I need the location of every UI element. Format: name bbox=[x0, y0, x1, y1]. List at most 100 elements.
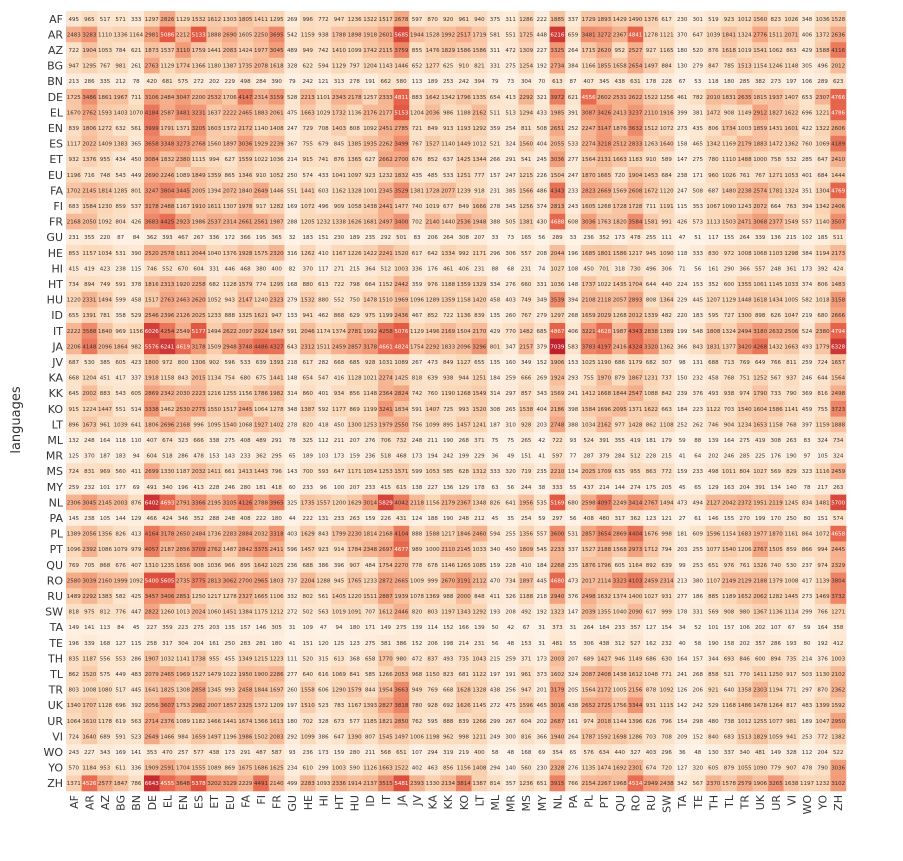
cell-value-label: 644 bbox=[646, 282, 657, 288]
cell-value-label: 280 bbox=[240, 485, 251, 491]
cell-value-label: 465 bbox=[537, 703, 548, 709]
cell-value-label: 293 bbox=[568, 376, 579, 382]
heatmap-cell bbox=[752, 120, 769, 137]
cell-value-label: 337 bbox=[131, 376, 142, 382]
cell-value-label: 1408 bbox=[472, 766, 486, 772]
cell-value-label: 433 bbox=[537, 110, 548, 116]
cell-value-label: 4619 bbox=[176, 344, 190, 350]
cell-value-label: 668 bbox=[443, 688, 454, 694]
cell-value-label: 3426 bbox=[597, 110, 611, 116]
cell-value-label: 937 bbox=[786, 376, 797, 382]
cell-value-label: 2131 bbox=[597, 157, 611, 163]
cell-value-label: 1765 bbox=[348, 578, 362, 584]
cell-value-label: 2483 bbox=[67, 32, 81, 38]
cell-value-label: 556 bbox=[100, 656, 111, 662]
cell-value-label: 796 bbox=[661, 719, 672, 725]
cell-value-label: 59 bbox=[804, 625, 811, 631]
cell-value-label: 63 bbox=[492, 485, 499, 491]
heatmap-cell bbox=[66, 57, 82, 74]
heatmap-cell bbox=[424, 213, 441, 230]
cell-value-label: 763 bbox=[786, 204, 797, 210]
heatmap-cell bbox=[549, 120, 566, 137]
heatmap-cell bbox=[643, 89, 660, 105]
cell-value-label: 1165 bbox=[660, 48, 674, 54]
heatmap-cell bbox=[736, 11, 753, 27]
cell-value-label: 1673 bbox=[82, 422, 96, 428]
cell-value-label: 1143 bbox=[379, 64, 393, 70]
heatmap-cell bbox=[565, 120, 582, 137]
cell-value-label: 65 bbox=[289, 454, 296, 460]
cell-value-label: 652 bbox=[412, 64, 423, 70]
heatmap-cell bbox=[175, 11, 192, 27]
cell-value-label: 125 bbox=[334, 641, 345, 647]
cell-value-label: 445 bbox=[131, 688, 142, 694]
heatmap-cell bbox=[331, 245, 348, 261]
heatmap-cell bbox=[378, 42, 394, 59]
heatmap-cell bbox=[128, 182, 145, 199]
cell-value-label: 170 bbox=[771, 516, 782, 522]
cell-value-label: 1593 bbox=[98, 110, 112, 116]
cell-value-label: 304 bbox=[178, 641, 189, 647]
heatmap-cell bbox=[346, 73, 363, 90]
cell-value-label: 1298 bbox=[784, 251, 798, 257]
heatmap-cell bbox=[346, 57, 363, 74]
cell-value-label: 1115 bbox=[192, 157, 206, 163]
heatmap-cell bbox=[331, 276, 348, 293]
heatmap-cell bbox=[112, 135, 129, 152]
cell-value-label: 4258 bbox=[379, 329, 393, 335]
cell-value-label: 410 bbox=[318, 251, 329, 257]
cell-value-label: 769 bbox=[69, 563, 80, 569]
heatmap-cell bbox=[752, 245, 769, 261]
cell-value-label: 2241 bbox=[379, 251, 393, 257]
cell-value-label: 222 bbox=[537, 17, 548, 23]
cell-value-label: 336 bbox=[209, 235, 220, 241]
cell-value-label: 226 bbox=[537, 173, 548, 179]
cell-value-label: 3709 bbox=[192, 547, 206, 553]
cell-value-label: 644 bbox=[817, 376, 828, 382]
cell-value-label: 1328 bbox=[472, 688, 486, 694]
heatmap-cell bbox=[752, 135, 769, 152]
cell-value-label: 776 bbox=[115, 610, 126, 616]
cell-value-label: 613 bbox=[318, 282, 329, 288]
cell-value-label: 33 bbox=[492, 235, 499, 241]
heatmap-cell bbox=[643, 167, 660, 183]
cell-value-label: 1742 bbox=[363, 48, 377, 54]
cell-value-label: 719 bbox=[521, 469, 532, 475]
heatmap-cell bbox=[518, 135, 535, 152]
cell-value-label: 1579 bbox=[238, 282, 252, 288]
cell-value-label: 1329 bbox=[472, 282, 486, 288]
cell-value-label: 94 bbox=[336, 625, 343, 631]
heatmap-cell bbox=[612, 120, 628, 137]
cell-value-label: 173 bbox=[318, 750, 329, 756]
heatmap-cell bbox=[612, 89, 628, 105]
cell-value-label: 357 bbox=[630, 625, 641, 631]
heatmap-cell bbox=[768, 104, 784, 121]
cell-value-label: 96 bbox=[320, 485, 327, 491]
cell-value-label: 1425 bbox=[457, 157, 471, 163]
cell-value-label: 417 bbox=[115, 376, 126, 382]
cell-value-label: 1376 bbox=[644, 17, 658, 23]
heatmap-cell bbox=[190, 198, 207, 215]
heatmap-cell bbox=[409, 229, 426, 246]
cell-value-label: 135 bbox=[490, 313, 501, 319]
heatmap-cell bbox=[237, 57, 254, 74]
cell-value-label: 548 bbox=[693, 329, 704, 335]
heatmap-cell bbox=[268, 213, 285, 230]
heatmap-cell bbox=[549, 167, 566, 183]
cell-value-label: 1494 bbox=[207, 329, 221, 335]
heatmap-cell bbox=[674, 245, 691, 261]
cell-value-label: 2057 bbox=[613, 298, 627, 304]
cell-value-label: 106 bbox=[802, 79, 813, 85]
cell-value-label: 199 bbox=[677, 329, 688, 335]
cell-value-label: 400 bbox=[474, 750, 485, 756]
heatmap-cell bbox=[362, 89, 379, 105]
cell-value-label: 1278 bbox=[270, 407, 284, 413]
cell-value-label: 466 bbox=[147, 516, 158, 522]
cell-value-label: 1300 bbox=[348, 422, 362, 428]
cell-value-label: 531 bbox=[568, 532, 579, 538]
cell-value-label: 915 bbox=[303, 157, 314, 163]
heatmap-cell bbox=[175, 42, 192, 59]
cell-value-label: 1177 bbox=[332, 407, 346, 413]
heatmap-cell bbox=[128, 73, 145, 90]
cell-value-label: 1411 bbox=[254, 17, 268, 23]
